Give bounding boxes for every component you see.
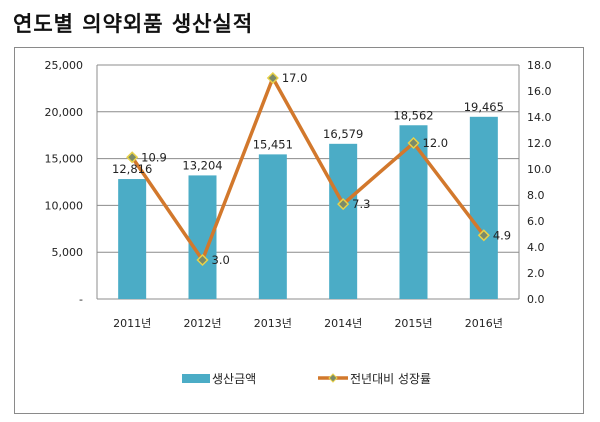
left-axis-tick: - <box>79 293 83 306</box>
right-axis-tick: 4.0 <box>527 241 545 254</box>
legend-bar-label: 생산금액 <box>212 372 256 386</box>
bar <box>258 154 287 299</box>
right-axis-tick: 14.0 <box>527 111 552 124</box>
x-axis-tick: 2013년 <box>254 317 292 330</box>
right-axis-tick: 18.0 <box>527 59 552 72</box>
left-axis-tick: 15,000 <box>45 153 84 166</box>
legend-line-marker <box>328 373 338 383</box>
left-axis-tick: 20,000 <box>45 106 84 119</box>
growth-marker <box>407 136 420 150</box>
x-axis-tick: 2014년 <box>324 317 362 330</box>
chart-title: 연도별 의약외품 생산실적 <box>13 12 254 36</box>
growth-marker <box>196 253 209 267</box>
left-axis-tick: 25,000 <box>45 59 84 72</box>
right-axis-tick: 8.0 <box>527 189 545 202</box>
x-axis-tick: 2011년 <box>113 317 151 330</box>
growth-line <box>130 73 486 264</box>
bar-data-label: 15,451 <box>253 137 293 151</box>
x-axis-tick: 2016년 <box>465 317 503 330</box>
bar-data-label: 19,465 <box>464 100 504 114</box>
growth-data-label: 3.0 <box>212 253 230 267</box>
legend-bar-swatch <box>182 374 210 383</box>
growth-marker <box>477 229 490 242</box>
bar-data-label: 12,816 <box>112 162 152 176</box>
right-axis-tick: 10.0 <box>527 163 552 176</box>
growth-data-label: 12.0 <box>423 136 449 150</box>
chart-frame <box>14 47 584 414</box>
growth-marker <box>266 71 279 85</box>
bar-data-label: 13,204 <box>182 158 222 172</box>
left-axis-tick: 10,000 <box>45 199 84 212</box>
left-axis-tick: 5,000 <box>52 246 84 259</box>
right-axis-tick: 6.0 <box>527 215 545 228</box>
right-axis-tick: 2.0 <box>527 267 545 280</box>
growth-marker <box>337 198 350 211</box>
bar <box>118 179 147 299</box>
right-axis-tick: 12.0 <box>527 137 552 150</box>
growth-marker <box>126 151 139 164</box>
growth-data-label: 17.0 <box>282 71 308 85</box>
x-axis-tick: 2015년 <box>394 317 432 330</box>
growth-data-label: 10.9 <box>141 150 167 164</box>
legend-line-label: 전년대비 성장률 <box>350 372 431 386</box>
bar <box>329 143 358 299</box>
bar-data-label: 16,579 <box>323 127 363 141</box>
growth-data-label: 7.3 <box>352 197 370 211</box>
bar-data-label: 18,562 <box>393 108 433 122</box>
right-axis-tick: 0.0 <box>527 293 545 306</box>
growth-data-label: 4.9 <box>493 228 511 242</box>
bar <box>469 116 498 299</box>
right-axis-tick: 16.0 <box>527 85 552 98</box>
x-axis-tick: 2012년 <box>183 317 221 330</box>
